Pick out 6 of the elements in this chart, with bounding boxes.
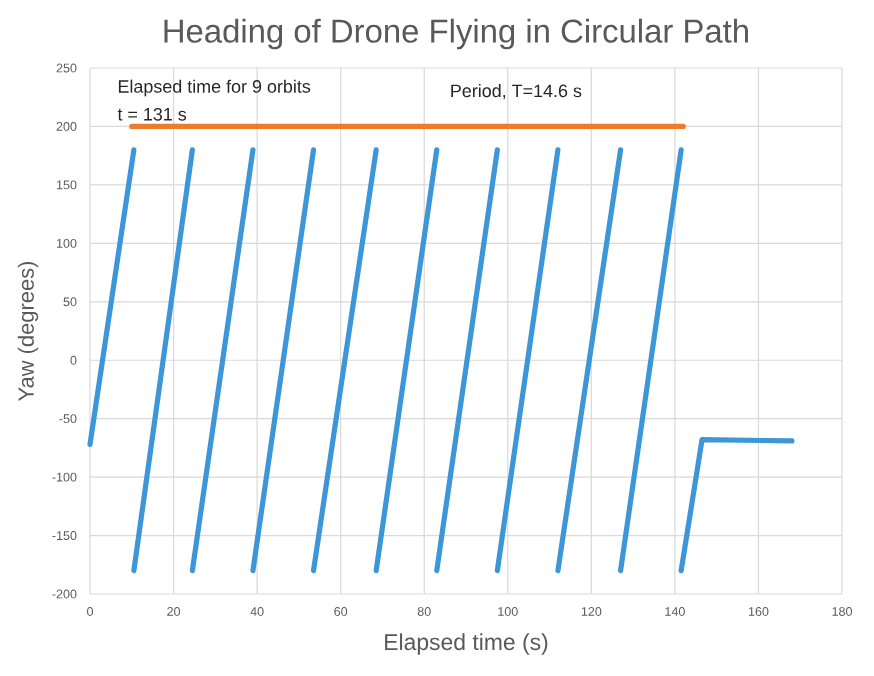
y-axis-title: Yaw (degrees) [17, 261, 39, 401]
x-axis-title: Elapsed time (s) [385, 633, 548, 655]
chart-title: Heading of Drone Flying in Circular Path [164, 18, 748, 50]
annotation: Period, T=14.6 s [451, 84, 582, 100]
annotation: t = 131 s [117, 107, 187, 121]
annotation: Elapsed time for 9 orbits [118, 79, 311, 97]
